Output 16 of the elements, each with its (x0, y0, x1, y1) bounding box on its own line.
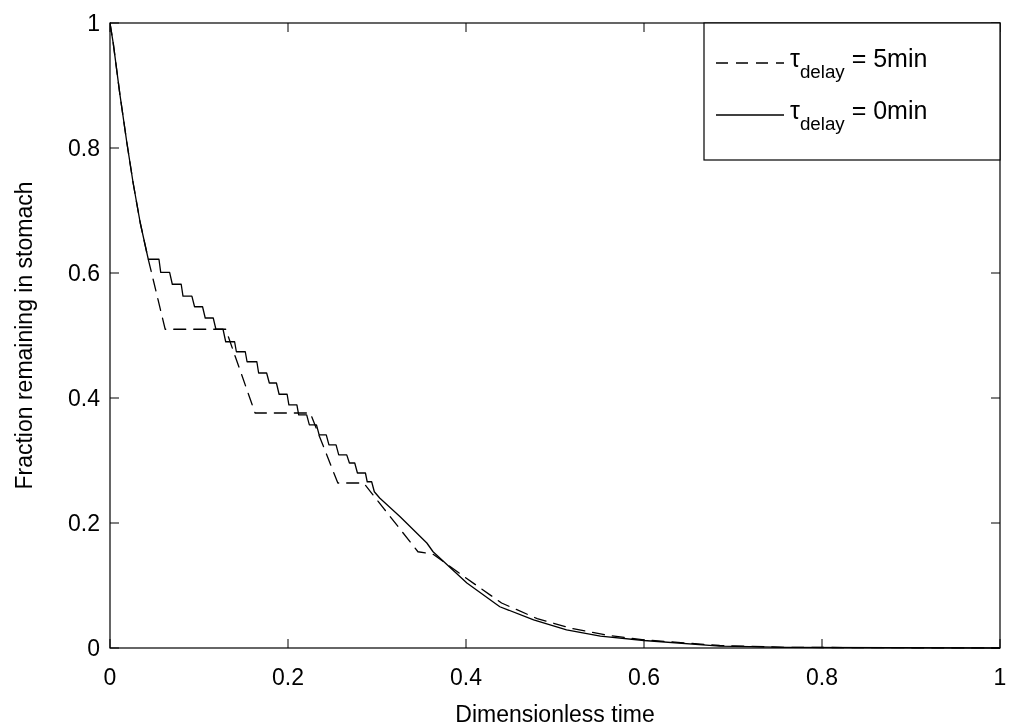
y-tick-label: 0.8 (68, 135, 100, 161)
x-tick-label: 0.4 (450, 664, 483, 690)
x-tick-label: 0 (103, 664, 117, 690)
y-axis-title: Fraction remaining in stomach (11, 181, 37, 490)
legend-label: τ$_{delay}$ = 5min (790, 44, 928, 82)
x-tick-label: 0.6 (628, 664, 660, 690)
y-tick-label: 0.6 (68, 260, 100, 286)
y-tick-label: 1 (87, 10, 100, 36)
legend-label: τ$_{delay}$ = 0min (790, 96, 928, 134)
x-tick-label: 1 (993, 664, 1007, 690)
y-tick-label: 0 (87, 635, 100, 661)
y-tick-label: 0.2 (68, 510, 100, 536)
x-tick-label: 0.2 (272, 664, 304, 690)
y-tick-label: 0.4 (68, 385, 101, 411)
x-axis-title: Dimensionless time (455, 701, 655, 727)
x-tick-label: 0.8 (806, 664, 838, 690)
